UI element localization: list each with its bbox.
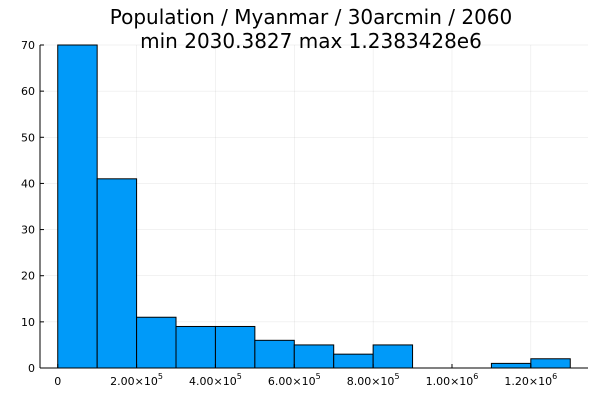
- y-tick-label: 60: [21, 85, 35, 98]
- histogram-bar: [530, 358, 571, 369]
- histogram-bar: [372, 344, 414, 369]
- x-tick-label-base: 2.00×10: [110, 375, 158, 388]
- bar-layer: [57, 44, 571, 369]
- histogram-bar: [490, 362, 532, 369]
- y-tick-label: 50: [21, 131, 35, 144]
- x-tick-label-exponent: 6: [473, 372, 478, 381]
- x-tick-label: 8.00×105: [347, 372, 400, 388]
- x-tick-label: 0: [54, 375, 61, 388]
- x-tick-label-base: 0: [54, 375, 61, 388]
- y-tick-label: 0: [28, 362, 35, 375]
- histogram-bar: [175, 325, 216, 369]
- histogram-bar: [254, 339, 295, 369]
- x-tick-label-exponent: 6: [552, 372, 557, 381]
- x-tick-label-exponent: 5: [237, 372, 242, 381]
- x-tick-label: 2.00×105: [110, 372, 163, 388]
- x-tick-label-base: 1.00×10: [426, 375, 474, 388]
- grid-layer: [40, 44, 588, 369]
- x-tick-label: 6.00×105: [268, 372, 321, 388]
- x-tick-label-base: 8.00×10: [347, 375, 395, 388]
- y-tick-label: 40: [21, 177, 35, 190]
- y-tick-label: 30: [21, 224, 35, 237]
- histogram-bar: [96, 178, 138, 369]
- chart-title-line-2: min 2030.3827 max 1.2383428e6: [140, 29, 482, 53]
- histogram-bar: [136, 316, 177, 369]
- x-tick-label-exponent: 5: [394, 372, 399, 381]
- histogram-bar: [293, 344, 335, 369]
- x-tick-label-base: 6.00×10: [268, 375, 316, 388]
- x-tick-label-exponent: 5: [316, 372, 321, 381]
- y-tick-label: 70: [21, 39, 35, 52]
- x-tick-label: 1.20×106: [504, 372, 557, 388]
- y-tick-label: 10: [21, 316, 35, 329]
- chart-title-line-1: Population / Myanmar / 30arcmin / 2060: [110, 5, 513, 29]
- x-tick-label-base: 4.00×10: [189, 375, 237, 388]
- y-tick-label: 20: [21, 270, 35, 283]
- x-tick-label-exponent: 5: [158, 372, 163, 381]
- x-tick-label: 4.00×105: [189, 372, 242, 388]
- x-tick-label: 1.00×106: [426, 372, 479, 388]
- axis-layer: [39, 44, 588, 369]
- histogram-bar: [214, 325, 256, 369]
- histogram-bar: [57, 44, 98, 369]
- x-tick-label-base: 1.20×10: [504, 375, 552, 388]
- histogram-bar: [333, 353, 374, 369]
